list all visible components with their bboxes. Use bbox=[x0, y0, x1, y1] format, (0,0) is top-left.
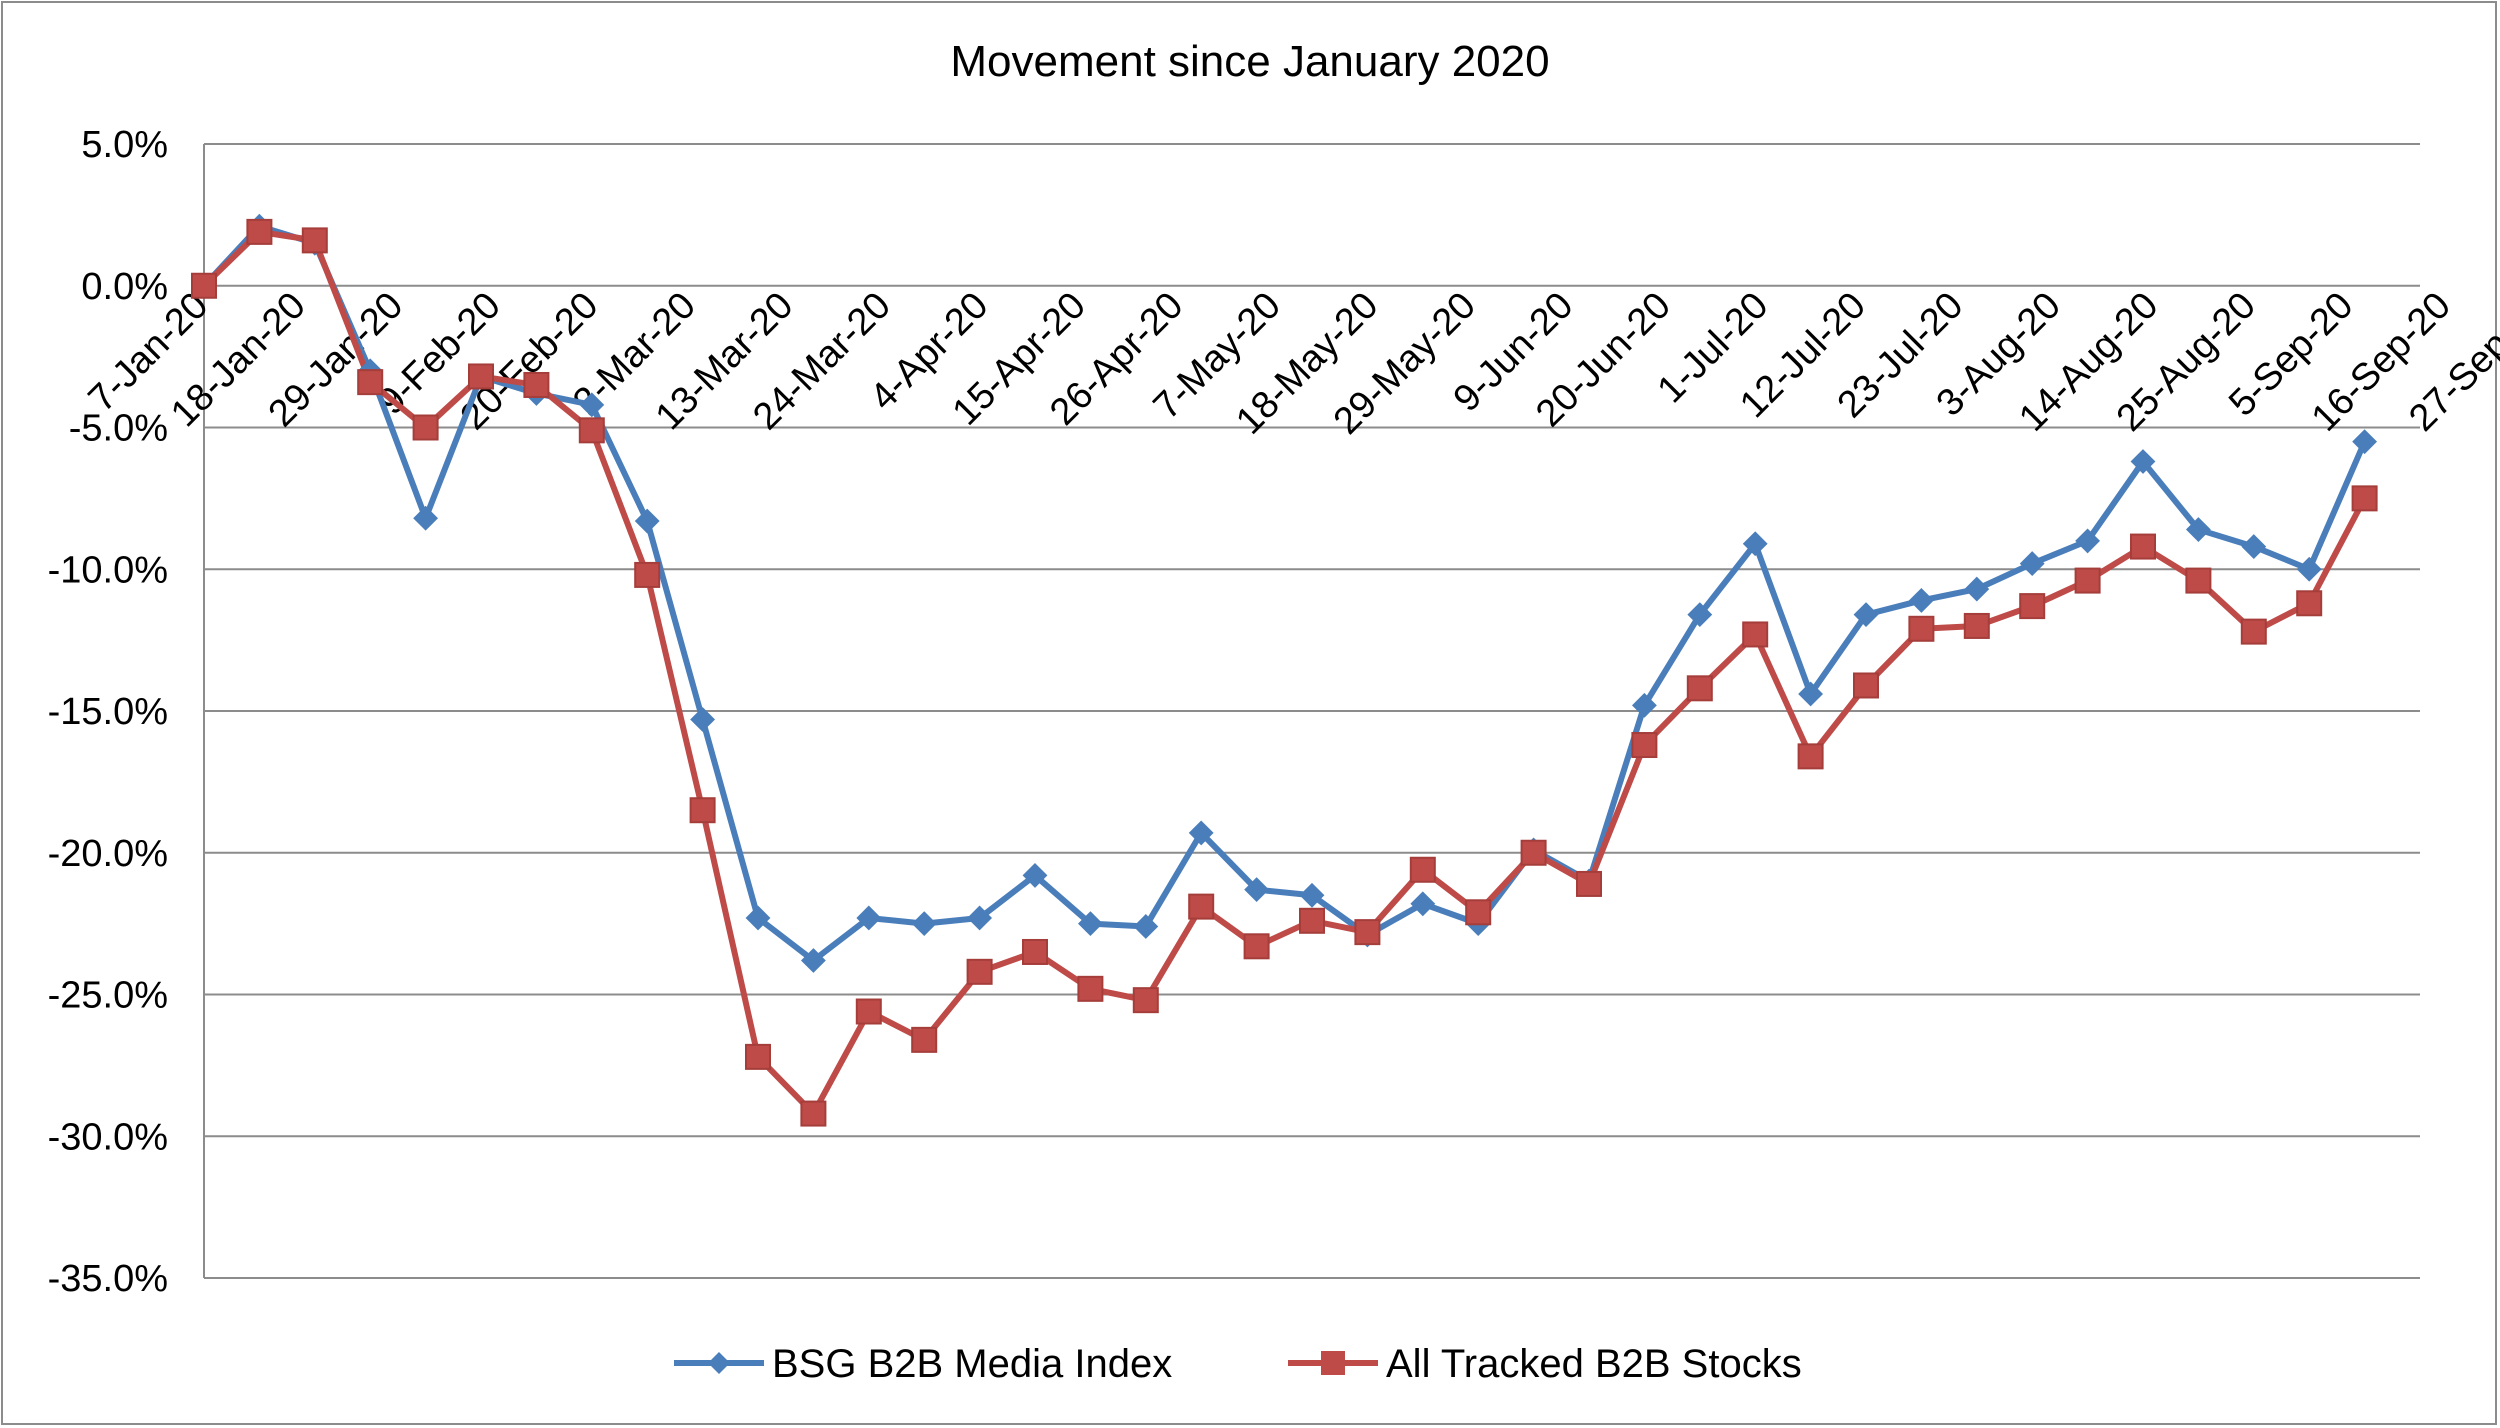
all-tracked-b2b-stocks-point bbox=[468, 363, 494, 390]
all-tracked-b2b-stocks-point bbox=[689, 797, 716, 824]
bsg-b2b-media-index-point bbox=[1853, 602, 1879, 628]
all-tracked-b2b-stocks-point bbox=[2074, 567, 2101, 594]
bsg-b2b-media-index-point bbox=[800, 948, 826, 973]
all-tracked-b2b-stocks-point bbox=[1022, 938, 1048, 965]
y-axis-ticks: 5.0% 0.0% -5.0% -10.0% -15.0% -20.0% -25.0% -30… bbox=[48, 124, 168, 1300]
all-tracked-b2b-stocks-point bbox=[634, 561, 661, 588]
legend-label-all-tracked-b2b-stocks: All Tracked B2B Stocks bbox=[1386, 1342, 1802, 1386]
legend-swatch-marker bbox=[708, 1352, 730, 1374]
all-tracked-b2b-stocks-point bbox=[1742, 621, 1769, 648]
series-group bbox=[191, 213, 2378, 1127]
all-tracked-b2b-stocks-point bbox=[578, 417, 605, 444]
all-tracked-b2b-stocks-point bbox=[301, 227, 328, 254]
all-tracked-b2b-stocks-point bbox=[1576, 870, 1602, 897]
y-tick-label: -15.0% bbox=[48, 691, 168, 733]
y-tick-label: 5.0% bbox=[81, 124, 168, 166]
all-tracked-b2b-stocks-point bbox=[191, 272, 217, 299]
y-tick-label: -20.0% bbox=[48, 833, 168, 875]
all-tracked-b2b-stocks-point bbox=[412, 414, 439, 441]
all-tracked-b2b-stocks-point bbox=[1354, 919, 1381, 946]
bsg-b2b-media-index-point bbox=[2241, 534, 2267, 559]
bsg-b2b-media-index-point bbox=[1908, 588, 1934, 613]
bsg-b2b-media-index-point bbox=[1188, 820, 1214, 846]
all-tracked-b2b-stocks-point bbox=[855, 998, 882, 1025]
y-tick-label: -25.0% bbox=[48, 975, 168, 1017]
legend: BSG B2B Media Index All Tracked B2B Stock… bbox=[674, 1342, 1802, 1386]
bsg-b2b-media-index-point bbox=[1687, 602, 1713, 628]
bsg-b2b-media-index-point bbox=[967, 905, 993, 931]
all-tracked-b2b-stocks-point bbox=[246, 218, 273, 245]
all-tracked-b2b-stocks-point bbox=[1077, 975, 1104, 1002]
y-tick-label: -5.0% bbox=[69, 408, 168, 450]
all-tracked-b2b-stocks-point bbox=[1686, 675, 1713, 702]
all-tracked-b2b-stocks-point bbox=[1908, 615, 1935, 642]
all-tracked-b2b-stocks-point bbox=[966, 958, 993, 985]
chart-title: Movement since January 2020 bbox=[950, 37, 1549, 86]
bsg-b2b-media-index-point bbox=[745, 905, 771, 931]
all-tracked-b2b-stocks-point bbox=[2185, 567, 2212, 594]
bsg-b2b-media-index-point bbox=[2019, 551, 2045, 576]
all-tracked-b2b-stocks-point bbox=[357, 369, 384, 396]
all-tracked-b2b-stocks-point bbox=[1520, 839, 1547, 866]
bsg-b2b-media-index-point bbox=[911, 911, 937, 937]
bsg-b2b-media-index-point bbox=[1299, 882, 1325, 908]
bsg-b2b-media-index-point bbox=[1133, 914, 1159, 939]
all-tracked-b2b-stocks-point bbox=[1797, 743, 1824, 770]
bsg-b2b-media-index-line bbox=[201, 223, 2368, 964]
all-tracked-b2b-stocks-point bbox=[523, 371, 550, 398]
bsg-b2b-media-index-point bbox=[1631, 692, 1657, 718]
all-tracked-b2b-stocks-point bbox=[2130, 533, 2156, 560]
all-tracked-b2b-stocks-point bbox=[1465, 899, 1492, 926]
y-tick-label: -10.0% bbox=[48, 549, 168, 591]
bsg-b2b-media-index-point bbox=[2352, 429, 2378, 455]
all-tracked-b2b-stocks-point bbox=[1963, 612, 1990, 639]
bsg-b2b-media-index-point bbox=[2130, 449, 2156, 474]
all-tracked-b2b-stocks-point bbox=[745, 1043, 771, 1070]
all-tracked-b2b-stocks-point bbox=[1853, 672, 1879, 699]
all-tracked-b2b-stocks-point bbox=[1132, 987, 1159, 1014]
bsg-b2b-media-index-point bbox=[2075, 528, 2101, 554]
all-tracked-b2b-stocks-point bbox=[2296, 590, 2323, 617]
x-axis-ticks: 7-Jan-2018-Jan-2029-Jan-209-Feb-2020-Feb… bbox=[81, 284, 2500, 442]
legend-label-bsg-b2b-media-index: BSG B2B Media Index bbox=[772, 1342, 1172, 1386]
bsg-b2b-media-index-point bbox=[634, 508, 660, 534]
y-tick-label: -30.0% bbox=[48, 1116, 168, 1158]
all-tracked-b2b-stocks-point bbox=[1188, 893, 1215, 920]
all-tracked-b2b-stocks-point bbox=[2240, 618, 2267, 645]
bsg-b2b-media-index-point bbox=[1244, 877, 1270, 903]
y-tick-label: 0.0% bbox=[81, 266, 168, 308]
bsg-b2b-media-index-point bbox=[579, 392, 605, 418]
all-tracked-b2b-stocks-point bbox=[911, 1026, 938, 1053]
all-tracked-b2b-stocks-point bbox=[2019, 593, 2046, 620]
all-tracked-b2b-stocks-point bbox=[1631, 732, 1658, 759]
bsg-b2b-media-index-point bbox=[1964, 576, 1990, 602]
bsg-b2b-media-index-point bbox=[1742, 531, 1768, 557]
bsg-b2b-media-index-point bbox=[1798, 681, 1824, 707]
legend-swatch-marker bbox=[1321, 1351, 1345, 1375]
gridlines bbox=[204, 143, 2420, 1279]
all-tracked-b2b-stocks-point bbox=[1299, 907, 1325, 934]
all-tracked-b2b-stocks-point bbox=[800, 1100, 827, 1127]
all-tracked-b2b-stocks-point bbox=[2351, 485, 2378, 512]
bsg-b2b-media-index-point bbox=[2185, 517, 2211, 542]
bsg-b2b-media-index-point bbox=[1410, 891, 1436, 917]
all-tracked-b2b-stocks-point bbox=[1409, 856, 1436, 883]
bsg-b2b-media-index-point bbox=[856, 905, 882, 931]
bsg-b2b-media-index-point bbox=[1077, 911, 1103, 937]
bsg-b2b-media-index-point bbox=[1022, 863, 1048, 888]
bsg-b2b-media-index-point bbox=[2296, 556, 2322, 582]
y-tick-label: -35.0% bbox=[48, 1258, 168, 1300]
bsg-b2b-media-index-point bbox=[413, 505, 439, 531]
all-tracked-b2b-stocks-point bbox=[1243, 933, 1270, 960]
bsg-b2b-media-index-point bbox=[690, 707, 716, 732]
all-tracked-b2b-stocks-line bbox=[201, 228, 2368, 1117]
